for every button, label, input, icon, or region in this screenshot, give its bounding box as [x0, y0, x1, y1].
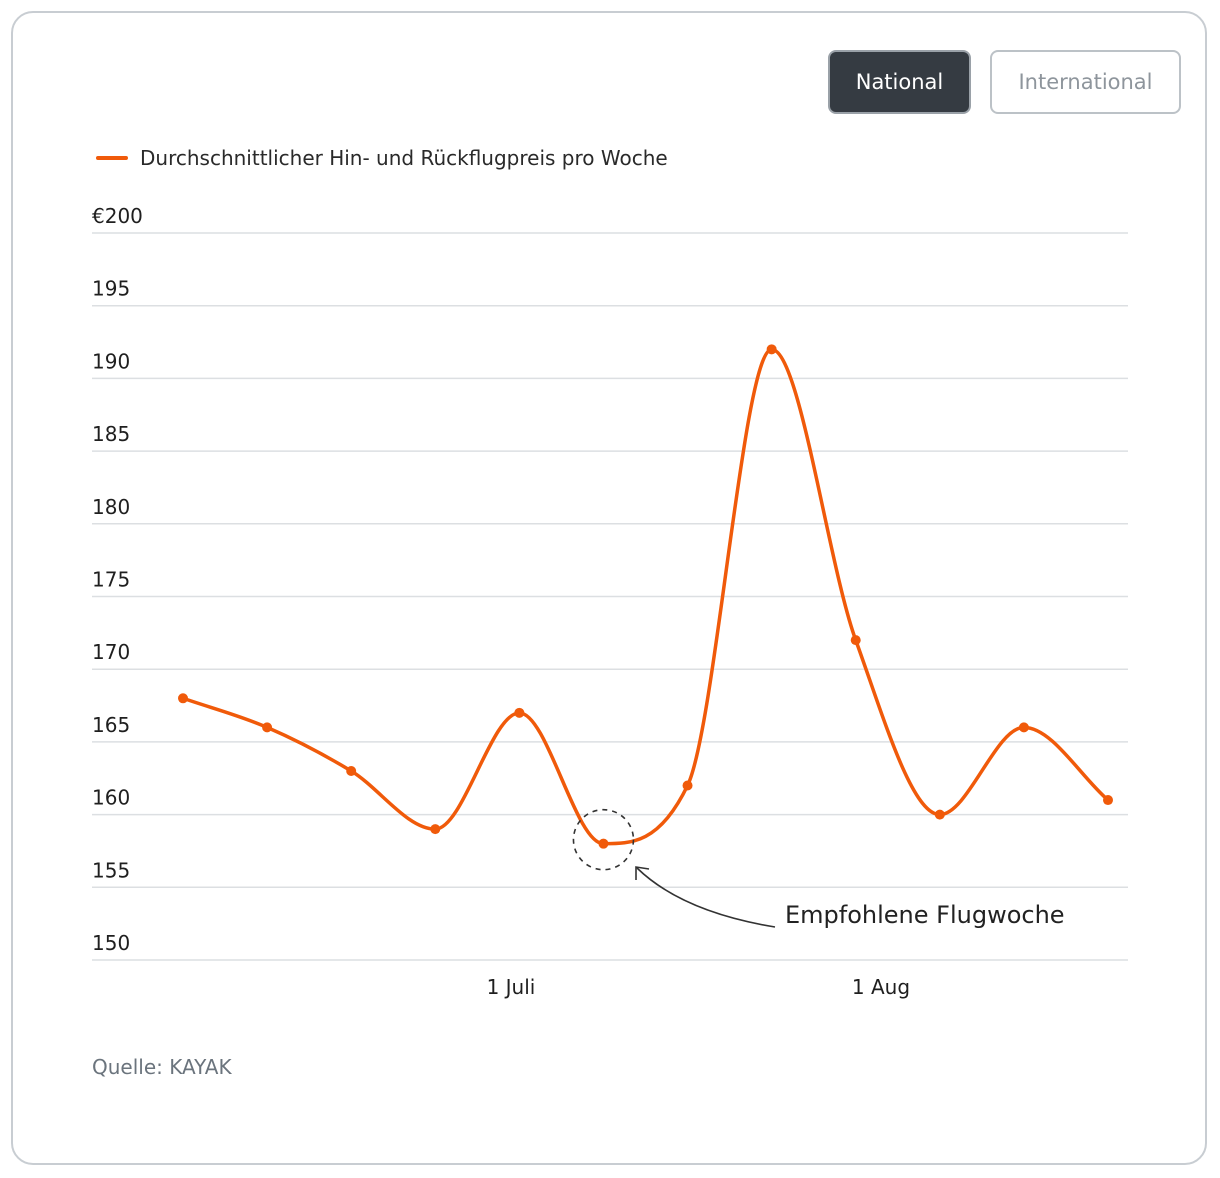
y-tick-label: €200 — [92, 204, 143, 228]
y-tick-label: 165 — [92, 713, 130, 737]
legend-swatch — [96, 156, 128, 160]
data-point[interactable] — [598, 838, 609, 849]
y-tick-label: 185 — [92, 422, 130, 446]
y-tick-label: 155 — [92, 858, 130, 882]
data-point[interactable] — [514, 707, 525, 718]
y-tick-label: 175 — [92, 568, 130, 592]
y-tick-label: 150 — [92, 931, 130, 955]
international-button[interactable]: International — [990, 50, 1181, 114]
source-label: Quelle: KAYAK — [92, 1055, 232, 1079]
data-point[interactable] — [766, 344, 777, 355]
legend-label: Durchschnittlicher Hin- und Rückflugprei… — [140, 146, 668, 170]
data-point[interactable] — [934, 809, 945, 820]
data-point[interactable] — [346, 765, 357, 776]
national-button[interactable]: National — [828, 50, 971, 114]
data-point[interactable] — [850, 635, 861, 646]
annotation-arrowhead — [635, 866, 650, 880]
data-point[interactable] — [682, 780, 693, 791]
legend: Durchschnittlicher Hin- und Rückflugprei… — [96, 146, 668, 170]
data-point[interactable] — [178, 693, 188, 704]
y-tick-label: 170 — [92, 640, 130, 664]
data-point[interactable] — [430, 824, 441, 835]
annotation-label: Empfohlene Flugwoche — [785, 901, 1065, 929]
data-point[interactable] — [262, 722, 273, 733]
data-point[interactable] — [1018, 722, 1029, 733]
x-tick-label: 1 Juli — [487, 975, 536, 999]
highlight-circle — [572, 808, 635, 871]
y-tick-label: 190 — [92, 349, 130, 373]
y-tick-label: 160 — [92, 786, 130, 810]
x-tick-label: 1 Aug — [852, 975, 910, 999]
y-tick-label: 180 — [92, 495, 130, 519]
chart-card — [11, 11, 1207, 1165]
annotation-arrow — [636, 867, 776, 928]
data-point[interactable] — [1103, 795, 1113, 806]
y-tick-label: 195 — [92, 277, 130, 301]
